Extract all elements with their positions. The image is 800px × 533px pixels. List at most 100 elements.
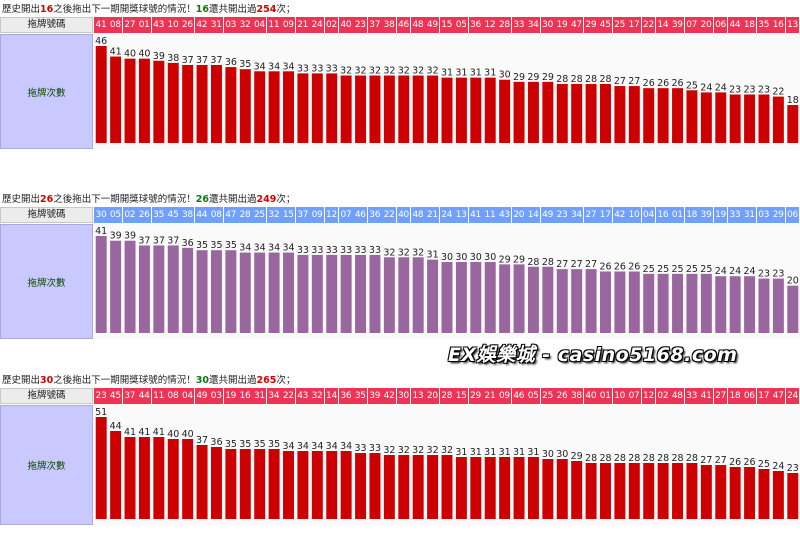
bar-value-label: 27 (715, 455, 727, 466)
bar (700, 465, 712, 519)
bar (110, 56, 122, 143)
bar-value-label: 34 (254, 61, 266, 72)
category-label: 12 (641, 388, 656, 404)
bar (585, 269, 597, 333)
bar-value-label: 29 (499, 254, 511, 265)
title-part: 次； (276, 375, 296, 386)
bar-value-label: 28 (657, 453, 669, 464)
bar-value-label: 33 (311, 63, 323, 74)
category-label: 41 (699, 388, 714, 404)
bar (542, 459, 554, 519)
category-label: 49 (194, 388, 209, 404)
bar-value-label: 29 (513, 72, 525, 83)
bar (614, 271, 626, 333)
bar-value-label: 30 (441, 252, 453, 263)
bar-value-label: 33 (340, 245, 352, 256)
bar (470, 262, 482, 333)
bar (441, 455, 453, 519)
bar (283, 252, 294, 333)
category-label: 33 (684, 388, 699, 404)
title-part: 30 (195, 375, 209, 386)
category-label: 09 (281, 17, 296, 33)
title-part: 歷史開出 (2, 194, 41, 205)
category-label: 31 (209, 17, 224, 33)
bar (268, 449, 280, 519)
bar (355, 453, 367, 519)
bar-value-label: 31 (484, 68, 496, 79)
bar-value-label: 33 (311, 245, 323, 256)
bar-value-label: 31 (470, 68, 482, 79)
bar-value-label: 34 (239, 243, 251, 254)
category-label: 39 (670, 17, 685, 33)
category-label: 01 (598, 388, 613, 404)
category-label: 15 (454, 388, 469, 404)
bar (326, 254, 338, 333)
category-label: 02 (122, 207, 137, 223)
category-label: 22 (281, 388, 296, 404)
bar (311, 73, 323, 143)
bar-value-label: 34 (282, 61, 294, 72)
bar-value-label: 34 (268, 243, 280, 254)
title-part: 還共開出過 (209, 4, 257, 15)
bar-value-label: 24 (700, 82, 712, 93)
category-label: 45 (598, 17, 613, 33)
category-label: 11 (266, 17, 281, 33)
bar (772, 278, 784, 333)
bar-value-label: 33 (369, 245, 381, 256)
bar-value-label: 35 (196, 240, 208, 251)
bar (700, 92, 712, 143)
bar-value-label: 29 (527, 72, 539, 83)
category-label: 49 (540, 207, 555, 223)
category-label: 23 (555, 207, 569, 223)
category-label: 44 (194, 207, 209, 223)
bar-value-label: 27 (571, 259, 583, 270)
side-label: 拖牌次數 (0, 405, 93, 525)
bar-value-label: 37 (138, 235, 150, 246)
category-label: 05 (526, 388, 541, 404)
title-part: 次； (276, 194, 296, 205)
bar-value-label: 40 (182, 429, 194, 440)
bar-value-label: 25 (686, 264, 698, 275)
bar-value-label: 26 (744, 457, 756, 468)
header-label: 拖牌號碼 (0, 388, 93, 404)
bar-value-label: 39 (153, 51, 165, 62)
bar-value-label: 24 (715, 82, 727, 93)
category-label: 36 (367, 207, 382, 223)
category-label: 11 (151, 388, 166, 404)
bar-value-label: 32 (412, 445, 424, 456)
bar-value-label: 31 (527, 447, 539, 458)
bar (124, 437, 136, 519)
bar (758, 94, 770, 143)
bar (441, 77, 453, 143)
bar (715, 276, 727, 333)
category-label: 09 (310, 207, 325, 223)
bar (210, 250, 222, 333)
bar-value-label: 31 (470, 447, 482, 458)
bar (283, 451, 294, 519)
category-label: 42 (194, 17, 209, 33)
category-label: 43 (497, 207, 512, 223)
category-label: 06 (785, 207, 800, 223)
bar-value-label: 30 (484, 252, 496, 263)
bar-value-label: 41 (95, 226, 107, 237)
bar-value-label: 26 (628, 261, 640, 272)
category-label: 37 (295, 207, 310, 223)
category-label: 23 (94, 388, 108, 404)
title-part: 之後拖出下一期開獎球號的情況！ (53, 4, 196, 15)
bar-value-label: 35 (239, 439, 251, 450)
bar-value-label: 24 (772, 461, 784, 472)
bar (283, 71, 294, 143)
category-label: 02 (655, 388, 670, 404)
bar (153, 245, 165, 333)
category-label: 08 (108, 17, 123, 33)
chart-title: 歷史開出16之後拖出下一期開獎球號的情況！16還共開出過254次； (2, 3, 295, 16)
category-label: 42 (382, 388, 397, 404)
bar (772, 96, 784, 143)
category-label: 40 (338, 17, 353, 33)
category-label: 35 (353, 388, 368, 404)
bar (95, 236, 107, 333)
title-part: 26 (195, 194, 209, 205)
bar-value-label: 30 (556, 449, 568, 460)
category-label: 04 (641, 207, 656, 223)
bar (628, 271, 640, 333)
